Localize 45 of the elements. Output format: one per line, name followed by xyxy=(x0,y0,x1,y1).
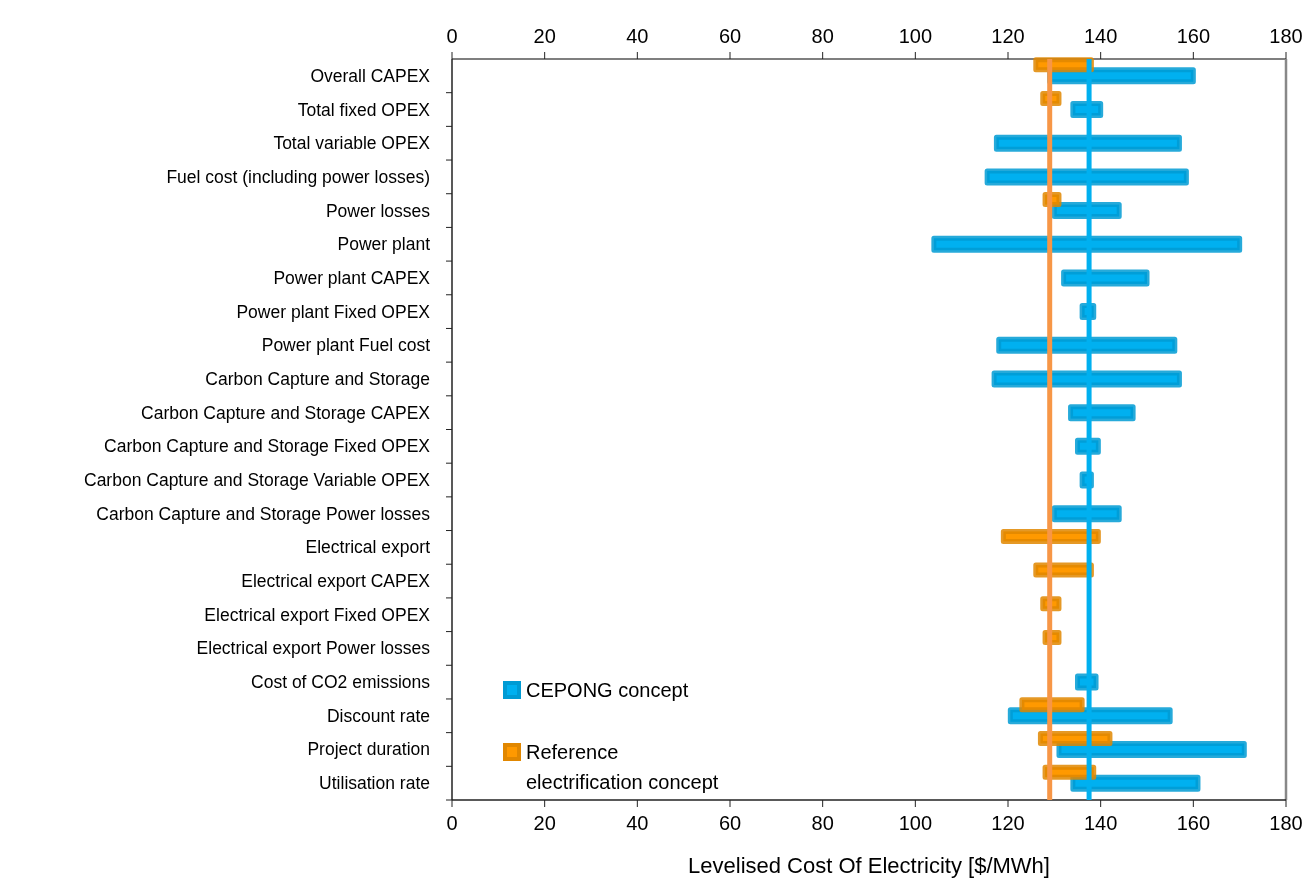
y-tick-label: Power plant Fixed OPEX xyxy=(236,301,431,322)
y-tick-label: Power plant Fuel cost xyxy=(261,335,431,356)
x-tick-label: 100 xyxy=(898,812,933,834)
x2-tick-label: 20 xyxy=(533,25,556,47)
x-tick-label: 40 xyxy=(626,812,649,834)
y-tick-label: Project duration xyxy=(307,739,430,760)
y-tick-label: Electrical export Power losses xyxy=(196,638,431,659)
x-tick-label: 0 xyxy=(446,812,458,834)
y-tick-label: Fuel cost (including power losses) xyxy=(166,166,430,187)
y-tick-label: Total variable OPEX xyxy=(273,133,431,154)
y-tick-label: Electrical export xyxy=(305,537,431,558)
y-tick-label: Cost of CO2 emissions xyxy=(251,672,431,693)
y-tick-label: Carbon Capture and Storage Power losses xyxy=(96,503,431,524)
x-tick-label: 140 xyxy=(1083,812,1118,834)
y-tick-label: Electrical export Fixed OPEX xyxy=(204,604,431,625)
x2-tick-label: 160 xyxy=(1176,25,1211,47)
y-tick-label: Total fixed OPEX xyxy=(297,99,431,120)
y-tick-label: Utilisation rate xyxy=(319,773,430,794)
legend-label: CEPONG concept xyxy=(526,679,689,701)
y-tick-label: Carbon Capture and Storage xyxy=(205,368,430,389)
x2-tick-label: 100 xyxy=(898,25,933,47)
x-tick-label: 160 xyxy=(1176,812,1211,834)
x2-tick-label: 80 xyxy=(811,25,834,47)
x2-tick-label: 180 xyxy=(1269,25,1303,47)
x-axis-title: Levelised Cost Of Electricity [$/MWh] xyxy=(688,853,1050,878)
y-tick-label: Carbon Capture and Storage CAPEX xyxy=(141,402,431,423)
y-tick-label: Power plant CAPEX xyxy=(273,267,431,288)
x-tick-label: 120 xyxy=(991,812,1025,834)
x2-tick-label: 40 xyxy=(626,25,649,47)
y-tick-label: Power losses xyxy=(325,200,431,221)
x-tick-label: 180 xyxy=(1269,812,1303,834)
x2-tick-label: 0 xyxy=(446,25,458,47)
y-tick-label: Overall CAPEX xyxy=(310,65,431,86)
x2-tick-label: 60 xyxy=(718,25,742,47)
legend-label: Reference electrification concept xyxy=(526,741,719,793)
x2-tick-label: 140 xyxy=(1083,25,1118,47)
x-tick-label: 60 xyxy=(718,812,742,834)
x2-tick-label: 120 xyxy=(991,25,1025,47)
y-tick-label: Carbon Capture and Storage Variable OPEX xyxy=(84,470,431,491)
x-tick-label: 80 xyxy=(811,812,834,834)
y-tick-label: Power plant xyxy=(337,234,431,255)
y-tick-label: Discount rate xyxy=(326,705,430,726)
y-tick-label: Carbon Capture and Storage Fixed OPEX xyxy=(104,436,431,457)
x-tick-label: 20 xyxy=(533,812,556,834)
y-tick-label: Electrical export CAPEX xyxy=(241,571,431,592)
